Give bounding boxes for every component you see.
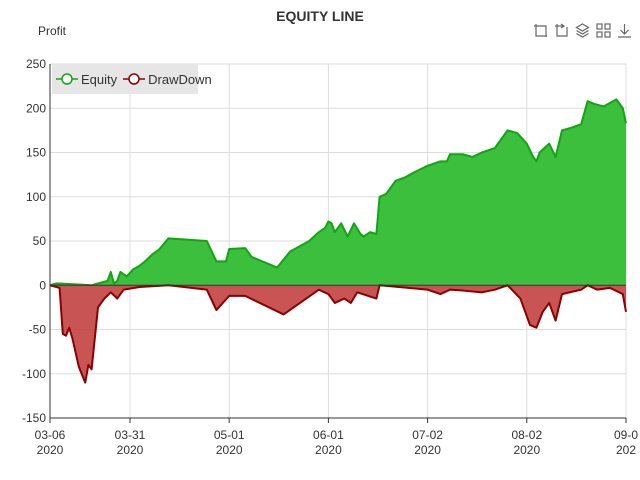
stack-icon[interactable]: [574, 22, 591, 39]
drawdown-series-area: [50, 285, 626, 383]
chart-title: EQUITY LINE: [276, 8, 364, 24]
drawdown-series-line: [49, 284, 627, 384]
zoom-reset-icon[interactable]: [553, 22, 570, 39]
x-tick-label: 06-01: [313, 428, 344, 442]
x-tick-label: 09-0: [614, 428, 638, 442]
x-tick-label: 03-31: [115, 428, 146, 442]
x-tick-year: 2020: [37, 443, 64, 457]
legend-item-equity[interactable]: Equity: [56, 72, 117, 87]
x-tick-year: 2020: [216, 443, 243, 457]
legend: Equity DrawDown: [52, 64, 212, 94]
y-tick-label: -50: [29, 323, 47, 337]
x-tick-year: 202: [616, 443, 636, 457]
x-tick-label: 05-01: [214, 428, 245, 442]
x-tick-year: 2020: [414, 443, 441, 457]
equity-series-line: [49, 98, 627, 287]
y-tick-label: 250: [26, 57, 46, 71]
legend-equity-label: Equity: [81, 71, 118, 87]
legend-item-drawdown[interactable]: DrawDown: [123, 72, 212, 87]
x-tick-year: 2020: [315, 443, 342, 457]
y-tick-label: -150: [22, 411, 46, 425]
y-tick-label: 150: [26, 146, 46, 160]
y-tick-label: 0: [39, 278, 46, 292]
zoom-icon[interactable]: [532, 22, 549, 39]
y-axis-name: Profit: [38, 24, 67, 38]
x-tick-label: 03-06: [35, 428, 66, 442]
y-tick-label: -100: [22, 367, 46, 381]
y-tick-label: 50: [33, 234, 47, 248]
toolbox: [532, 22, 633, 39]
equity-series-area: [50, 99, 626, 286]
x-tick-label: 08-02: [511, 428, 542, 442]
x-tick-year: 2020: [117, 443, 144, 457]
legend-drawdown-label: DrawDown: [148, 71, 212, 87]
download-icon[interactable]: [616, 22, 633, 39]
x-tick-label: 07-02: [412, 428, 443, 442]
legend-drawdown-marker-icon: [123, 73, 146, 85]
y-tick-label: 100: [26, 190, 46, 204]
tile-icon[interactable]: [595, 22, 612, 39]
y-tick-label: 200: [26, 101, 46, 115]
legend-equity-marker-icon: [56, 73, 78, 85]
x-tick-year: 2020: [513, 443, 540, 457]
